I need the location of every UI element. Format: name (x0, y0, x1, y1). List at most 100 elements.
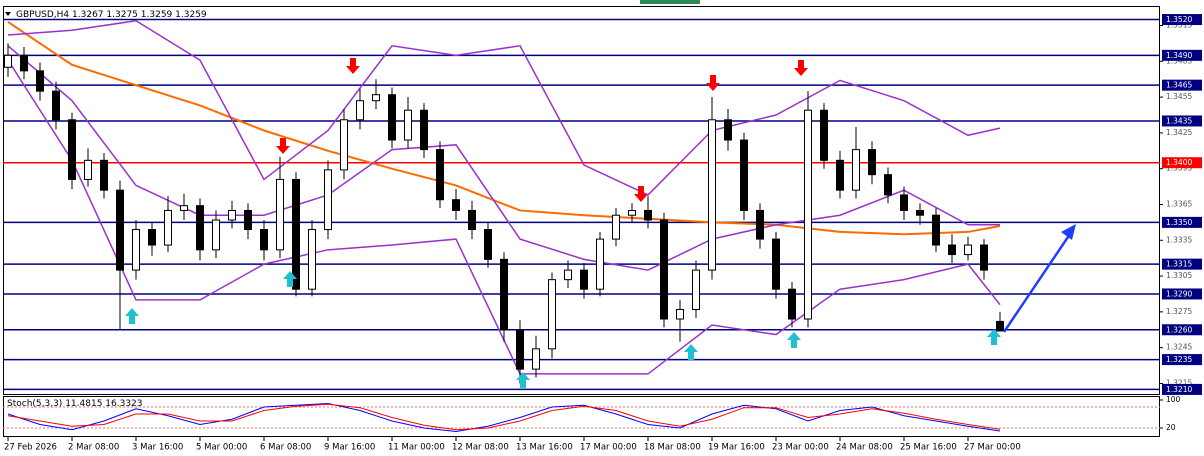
last-open: 1.3267 (72, 10, 104, 20)
candle-body (532, 348, 540, 370)
level-label-box (1162, 216, 1202, 228)
candle-body (500, 258, 508, 331)
title: GBPUSD,H4 1.3267 1.3275 1.3259 1.3259 (16, 10, 207, 20)
candle-body (676, 308, 684, 320)
candle-body (516, 329, 524, 370)
level-label-box (1162, 115, 1202, 127)
candle-body (740, 139, 748, 211)
indicator-line (7, 19, 1001, 196)
candle-body (196, 205, 204, 251)
x-tick-label: 17 Mar 00:00 (580, 443, 637, 453)
candle-body (628, 209, 636, 216)
y-tick-label: 100 (1166, 395, 1181, 404)
last-high: 1.3275 (106, 10, 138, 20)
x-tick-label: 25 Mar 16:00 (900, 443, 957, 453)
candle-body (68, 119, 76, 180)
candle-body (948, 244, 956, 256)
candle-body (244, 209, 252, 231)
y-tick-label: 20 (1166, 423, 1176, 432)
candle-body (548, 279, 556, 350)
level-label-box (1162, 258, 1202, 270)
candle-body (308, 229, 316, 290)
y-tick-label: 1.3245 (1166, 343, 1192, 352)
forecast-arrowhead (1061, 224, 1076, 240)
candle-body (292, 178, 300, 290)
level-label: 1.3210 (1166, 385, 1192, 394)
x-tick-label: 24 Mar 08:00 (836, 443, 893, 453)
x-tick-label: 18 Mar 08:00 (644, 443, 701, 453)
candle-body (644, 209, 652, 221)
candle-body (420, 109, 428, 151)
candle-body (980, 244, 988, 271)
candle-body (180, 205, 188, 211)
candle-body (276, 178, 284, 251)
level-label-box (1162, 79, 1202, 91)
candle-body (468, 209, 476, 231)
last-low: 1.3259 (141, 10, 173, 20)
x-tick-label: 2 Mar 08:00 (68, 443, 119, 453)
x-tick-label: 27 Feb 2026 (4, 443, 57, 453)
x-tick-label: 11 Mar 00:00 (388, 443, 445, 453)
level-label-box (1162, 288, 1202, 300)
stoch-main: 11.4815 (65, 399, 102, 409)
candle-body (148, 229, 156, 246)
x-tick-label: 3 Mar 16:00 (132, 443, 183, 453)
y-tick-label: 1.3335 (1166, 235, 1192, 244)
candle-body (788, 288, 796, 320)
candle-body (564, 269, 572, 281)
y-tick-label: 1.3215 (1166, 378, 1192, 387)
level-label-box (1162, 14, 1202, 26)
indicator-line (7, 21, 1001, 236)
candle-body (260, 229, 268, 251)
candle-body (708, 119, 716, 271)
x-tick-label: 27 Mar 00:00 (964, 443, 1021, 453)
level-label-box (1162, 354, 1202, 366)
candle-body (724, 119, 732, 141)
level-label-box (1162, 157, 1202, 169)
stoch-panel (3, 396, 1160, 437)
candle-body (996, 320, 1004, 332)
candle-body (964, 244, 972, 256)
level-label: 1.3465 (1166, 81, 1192, 90)
candle-body (852, 149, 860, 191)
x-tick-label: 9 Mar 16:00 (324, 443, 375, 453)
sell-arrows (276, 58, 808, 202)
candle-body (324, 169, 332, 231)
candle-body (84, 159, 92, 180)
level-label-box (1162, 383, 1202, 395)
candle-body (212, 219, 220, 251)
level-label: 1.3290 (1166, 289, 1192, 298)
level-label: 1.3435 (1166, 116, 1192, 125)
level-label: 1.3235 (1166, 355, 1192, 364)
x-tick-label: 5 Mar 00:00 (196, 443, 247, 453)
main-panel (3, 6, 1160, 395)
y-tick-label: 1.3275 (1166, 307, 1192, 316)
candle-body (836, 159, 844, 191)
candle-body (116, 189, 124, 271)
x-tick-label: 19 Mar 16:00 (708, 443, 765, 453)
candle-body (20, 54, 28, 72)
y-tick-label: 1.3425 (1166, 128, 1192, 137)
candle-body (404, 109, 412, 141)
stoch-line (7, 403, 1001, 431)
candle-body (388, 94, 396, 141)
candle-body (228, 209, 236, 221)
x-tick-label: 13 Mar 16:00 (516, 443, 573, 453)
level-label: 1.3350 (1166, 218, 1192, 227)
candle-body (804, 109, 812, 320)
candle-body (932, 214, 940, 246)
x-tick-label: 23 Mar 00:00 (772, 443, 829, 453)
level-label-box (1162, 324, 1202, 336)
candle-body (900, 194, 908, 211)
candle-body (164, 209, 172, 246)
candle-body (580, 269, 588, 290)
candle-body (484, 229, 492, 260)
x-tick-label: 12 Mar 08:00 (452, 443, 509, 453)
candle-body (100, 159, 108, 191)
stoch-name: Stoch(5,3,3) (7, 399, 62, 409)
candle-body (436, 149, 444, 201)
stoch-signal: 16.3323 (105, 399, 142, 409)
candle-body (596, 238, 604, 290)
